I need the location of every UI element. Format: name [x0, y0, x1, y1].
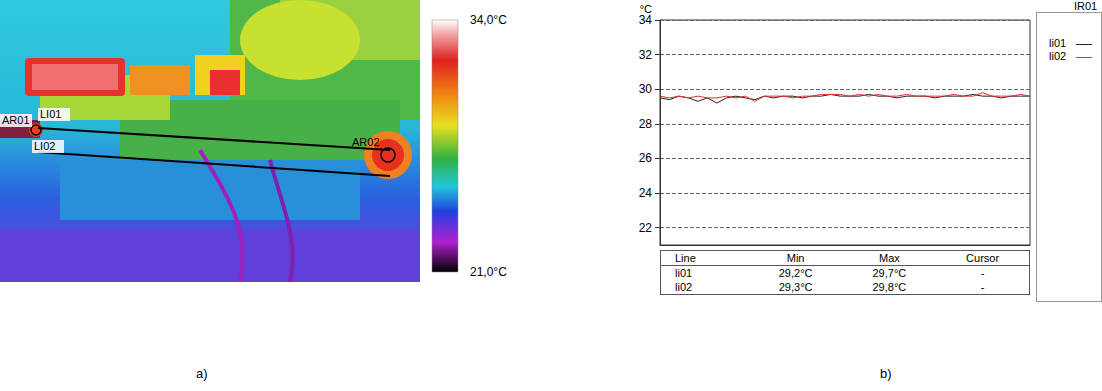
html-text:IR01: IR01	[1074, 0, 1098, 12]
svg-text:34,0°C: 34,0°C	[470, 13, 507, 27]
html-text:29,2°C: 29,2°C	[778, 267, 813, 279]
svg-text:AR01: AR01	[2, 114, 30, 126]
html-text:Cursor: Cursor	[966, 252, 1000, 264]
html-text:b): b)	[880, 366, 892, 381]
html-text:Line: Line	[675, 252, 696, 264]
svg-text:LI02: LI02	[34, 140, 55, 152]
html-text:29,3°C: 29,3°C	[778, 281, 813, 293]
svg-text:32: 32	[639, 48, 653, 62]
html-text:a): a)	[196, 366, 208, 381]
html-text:29,7°C: 29,7°C	[872, 267, 907, 279]
html-text:li02: li02	[675, 281, 693, 293]
svg-text:LI01: LI01	[40, 108, 61, 120]
svg-text:22: 22	[639, 221, 653, 235]
svg-text:26: 26	[639, 151, 653, 165]
svg-text:28: 28	[639, 117, 653, 131]
html-text:29,8°C: 29,8°C	[872, 281, 907, 293]
html-text:li01: li01	[1049, 37, 1067, 49]
html-text:Max: Max	[879, 252, 900, 264]
svg-text:21,0°C: 21,0°C	[470, 265, 507, 279]
svg-text:°C: °C	[639, 2, 652, 15]
svg-text:30: 30	[639, 82, 653, 96]
svg-text:34: 34	[639, 13, 653, 27]
html-text:Min: Min	[786, 252, 805, 264]
html-text:li02: li02	[1049, 50, 1067, 62]
svg-text:AR02: AR02	[352, 136, 380, 148]
html-text:li01: li01	[675, 267, 693, 279]
svg-text:24: 24	[639, 186, 653, 200]
